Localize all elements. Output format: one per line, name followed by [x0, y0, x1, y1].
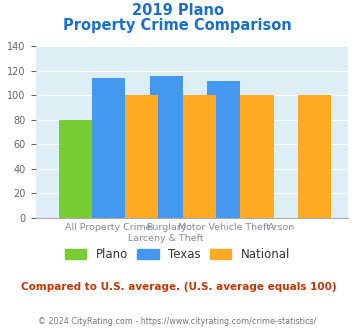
Bar [240, 95, 273, 218]
Bar [182, 95, 216, 218]
Bar [59, 120, 92, 218]
Text: Compared to U.S. average. (U.S. average equals 100): Compared to U.S. average. (U.S. average … [21, 282, 337, 292]
Text: 2019 Plano: 2019 Plano [131, 3, 224, 18]
Text: © 2024 CityRating.com - https://www.cityrating.com/crime-statistics/: © 2024 CityRating.com - https://www.city… [38, 317, 317, 326]
Text: Arson: Arson [268, 223, 295, 232]
Bar [125, 95, 158, 218]
Legend: Plano, Texas, National: Plano, Texas, National [60, 244, 295, 266]
Text: Larceny & Theft: Larceny & Theft [128, 234, 204, 243]
Text: Property Crime Comparison: Property Crime Comparison [63, 18, 292, 33]
Bar [174, 114, 207, 218]
Bar [298, 95, 331, 218]
Bar [149, 76, 182, 218]
Text: Motor Vehicle Theft: Motor Vehicle Theft [178, 223, 270, 232]
Bar [116, 139, 149, 218]
Text: All Property Crime: All Property Crime [65, 223, 152, 232]
Bar [92, 78, 125, 218]
Text: Burglary: Burglary [146, 223, 186, 232]
Bar [207, 81, 240, 218]
